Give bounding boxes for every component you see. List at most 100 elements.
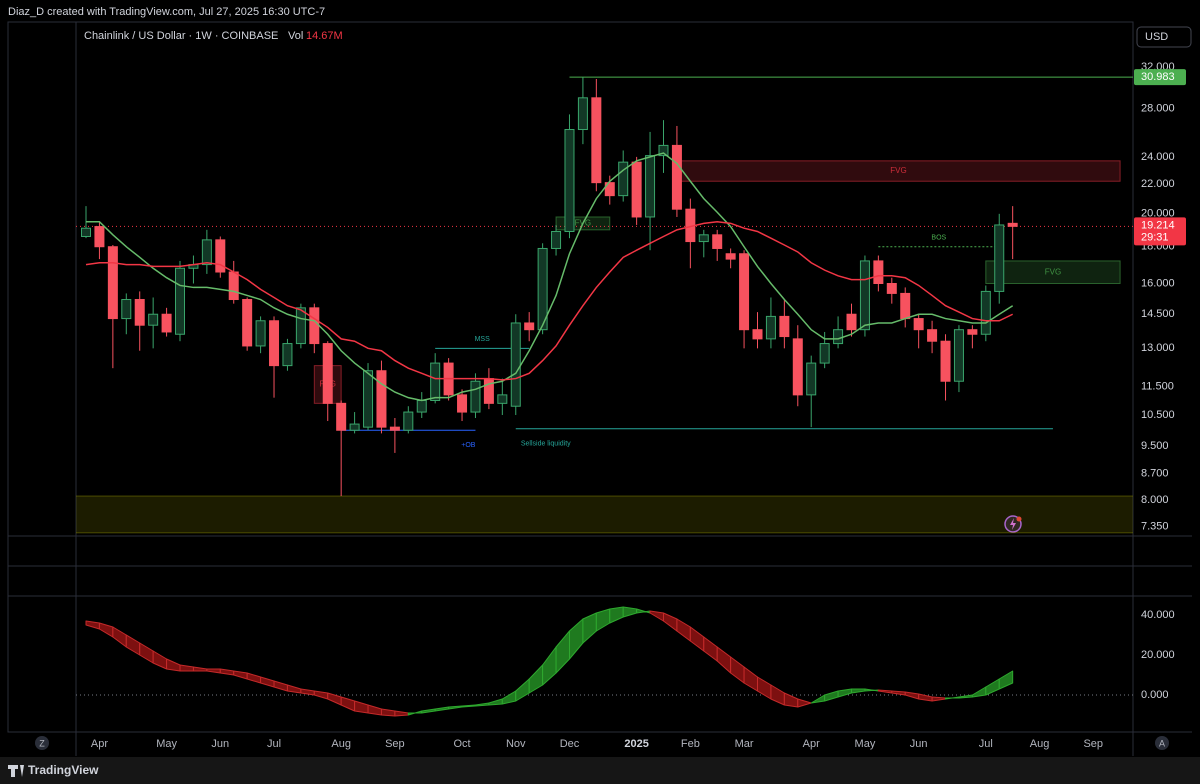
x-tick-label: Dec — [560, 738, 580, 750]
candle-body — [94, 226, 105, 248]
candle-body — [81, 227, 91, 237]
candle-body — [859, 260, 870, 331]
candle-body — [497, 394, 508, 404]
candle-body — [242, 299, 253, 347]
brand-logo — [8, 765, 24, 777]
candle-body — [524, 322, 535, 331]
candle-body — [671, 144, 682, 210]
osc-tick-label: 20.000 — [1141, 649, 1175, 661]
candle-body — [980, 290, 991, 335]
candle-body — [833, 329, 844, 345]
candle-body — [416, 399, 427, 413]
auto-button[interactable] — [1155, 736, 1169, 750]
candle-body — [591, 97, 602, 184]
x-tick-label: Aug — [1030, 738, 1050, 750]
candle-body — [363, 370, 374, 428]
candle-body — [792, 338, 803, 396]
volume-label: Vol — [288, 30, 303, 42]
candle-body — [940, 340, 951, 382]
candle-body — [121, 299, 132, 320]
x-tick-label: Jun — [211, 738, 229, 750]
candle-body — [819, 343, 830, 364]
candle-body — [470, 380, 481, 413]
y-tick-label: 13.000 — [1141, 342, 1175, 354]
candle-body — [430, 362, 441, 401]
y-tick-label: 16.000 — [1141, 277, 1175, 289]
auto-label[interactable]: A — [1159, 738, 1165, 748]
osc-band — [797, 698, 812, 708]
candle-body — [846, 313, 857, 331]
marked-line-label: MSS — [475, 336, 491, 343]
candle-body — [886, 283, 897, 294]
osc-tick-label: 40.000 — [1141, 609, 1175, 621]
y-tick-label: 20.000 — [1141, 208, 1175, 220]
y-tick-label: 11.500 — [1141, 381, 1174, 393]
candle-body — [631, 161, 642, 218]
candle-body — [927, 329, 938, 342]
x-tick-label: Apr — [803, 738, 820, 750]
candle-body — [725, 253, 736, 260]
y-tick-label: 22.000 — [1141, 178, 1175, 190]
symbol-title: Chainlink / US Dollar · 1W · COINBASE — [84, 30, 278, 42]
volume-value: 14.67M — [306, 30, 343, 42]
candle-body — [309, 307, 320, 345]
x-tick-label: May — [156, 738, 177, 750]
event-bolt — [1010, 518, 1016, 530]
x-tick-label: Nov — [506, 738, 526, 750]
brand-name: TradingView — [28, 763, 99, 777]
x-tick-label: Sep — [385, 738, 405, 750]
candle-body — [994, 224, 1005, 292]
candle-body — [389, 426, 400, 431]
top-bar-text: Diaz_D created with TradingView.com, Jul… — [8, 6, 325, 18]
candle-body — [618, 161, 629, 197]
candle-body — [483, 378, 494, 404]
currency-button[interactable] — [1136, 26, 1192, 48]
candle-body — [712, 234, 723, 249]
candle-body — [873, 260, 884, 285]
bottom-bar — [0, 757, 1200, 784]
x-tick-label: Jun — [910, 738, 928, 750]
candle-body — [806, 362, 817, 396]
candle-body — [1007, 222, 1018, 227]
candle-body — [215, 239, 226, 273]
candle-body — [228, 271, 239, 301]
x-tick-label: Apr — [91, 738, 108, 750]
marked-line-label: +OB — [461, 442, 476, 449]
ma-line — [86, 152, 1014, 402]
currency-label[interactable]: USD — [1145, 31, 1168, 43]
y-tick-label: 8.700 — [1141, 468, 1169, 480]
osc-tick-label: 0.000 — [1141, 689, 1169, 701]
candle-body — [403, 411, 414, 431]
candle-body — [282, 343, 293, 367]
price-tag — [1134, 217, 1186, 246]
candle-body — [577, 97, 588, 131]
x-tick-label: Jul — [267, 738, 281, 750]
zoom-button[interactable] — [35, 736, 49, 750]
osc-band — [998, 670, 1014, 690]
y-tick-label: 8.000 — [1141, 494, 1169, 506]
candle-body — [457, 394, 468, 413]
y-tick-label: 7.350 — [1141, 520, 1169, 532]
zoom-label[interactable]: Z — [39, 738, 45, 748]
y-tick-label: 28.000 — [1141, 103, 1175, 115]
x-tick-label: Oct — [453, 738, 470, 750]
candle-body — [739, 253, 750, 331]
price-countdown: 29:31 — [1141, 231, 1169, 243]
candle-body — [604, 182, 615, 197]
marked-line-label: Sellside liquidity — [521, 441, 571, 448]
candle-body — [953, 329, 964, 382]
ma-line — [85, 220, 1013, 381]
y-tick-label: 10.500 — [1141, 409, 1175, 421]
candle-body — [255, 320, 266, 347]
y-tick-label: 24.000 — [1141, 151, 1175, 163]
marked-line-label: BOS — [931, 235, 946, 242]
candle-body — [779, 315, 790, 338]
y-tick-label: 9.500 — [1141, 440, 1169, 452]
candle-body — [967, 329, 978, 335]
x-tick-label: Sep — [1083, 738, 1103, 750]
candle-body — [376, 370, 387, 428]
x-tick-label: Feb — [681, 738, 700, 750]
zone — [76, 495, 1133, 534]
